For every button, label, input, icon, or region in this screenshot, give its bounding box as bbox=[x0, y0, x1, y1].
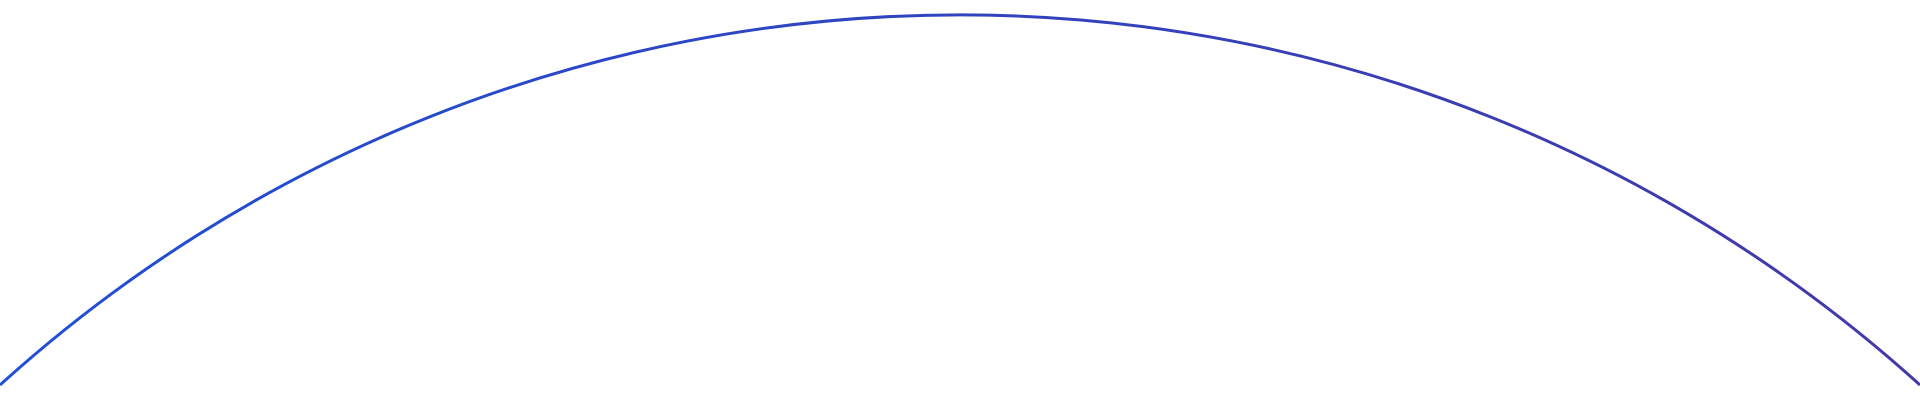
decorative-arc bbox=[0, 13, 1920, 387]
